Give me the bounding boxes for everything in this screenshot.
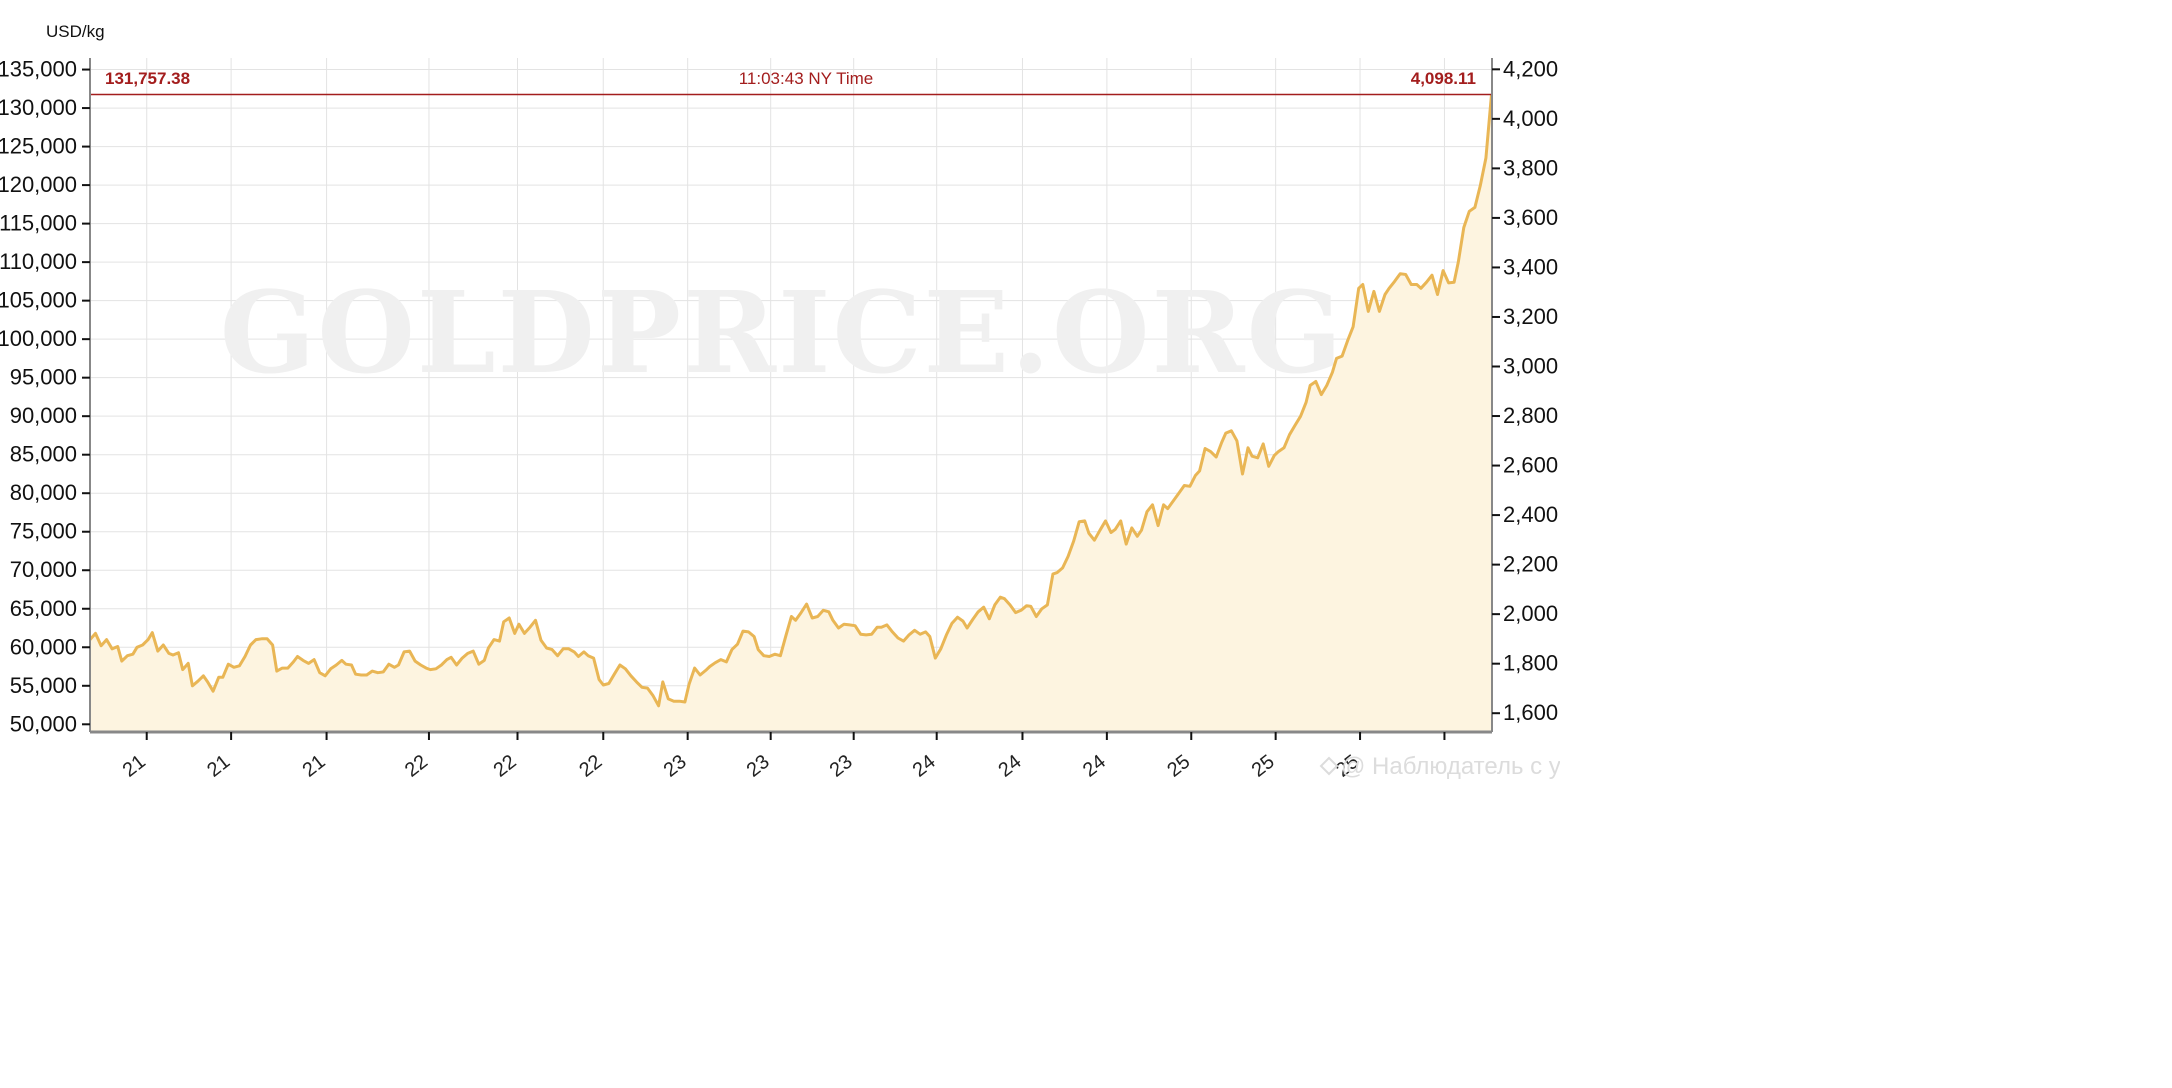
left-tick-label: 70,000 (10, 557, 77, 582)
left-tick-label: 135,000 (0, 57, 77, 82)
x-tick-label: 21 (203, 751, 234, 782)
left-tick-label: 50,000 (10, 711, 77, 736)
x-tick-label: 22 (575, 751, 606, 782)
current-price-left-label: 131,757.38 (105, 69, 190, 88)
right-axis-ticks: 1,600 1,800 2,000 2,200 2,400 2,600 2,800 3,000… (1492, 56, 1558, 725)
left-tick-label: 90,000 (10, 403, 77, 428)
right-tick-label: 3,200 (1503, 304, 1558, 329)
left-tick-label: 100,000 (0, 326, 77, 351)
x-tick-label: 24 (1079, 751, 1110, 782)
price-series-line (88, 94, 1493, 708)
price-area-fill (90, 94, 1492, 732)
x-tick-label: 22 (490, 751, 521, 782)
axes (89, 58, 1493, 734)
current-price-right-label: 4,098.11 (1411, 69, 1476, 88)
right-tick-label: 2,400 (1503, 502, 1558, 527)
x-tick-label: 22 (401, 751, 432, 782)
attribution-text: @ Наблюдатель с улыбко... (1341, 753, 1560, 780)
right-tick-label: 2,000 (1503, 601, 1558, 626)
left-tick-label: 95,000 (10, 365, 77, 390)
x-tick-label: 24 (909, 751, 940, 782)
right-tick-label: 2,800 (1503, 403, 1558, 428)
left-tick-label: 55,000 (10, 673, 77, 698)
left-tick-label: 105,000 (0, 288, 77, 313)
left-tick-label: 110,000 (0, 249, 77, 274)
grid-lines (90, 58, 1492, 732)
x-tick-label: 23 (743, 751, 774, 782)
x-tick-label: 25 (1248, 751, 1279, 782)
left-tick-label: 65,000 (10, 596, 77, 621)
left-tick-label: 60,000 (10, 634, 77, 659)
right-tick-label: 3,600 (1503, 205, 1558, 230)
left-tick-label: 115,000 (0, 211, 77, 236)
x-tick-label: 23 (826, 751, 857, 782)
x-axis-ticks: 21 21 21 22 22 22 23 23 23 24 24 24 25 25 25 (119, 732, 1446, 782)
current-time-label: 11:03:43 NY Time (739, 69, 874, 88)
x-tick-label: 23 (660, 751, 691, 782)
x-tick-label: 25 (1163, 751, 1194, 782)
right-tick-label: 4,200 (1503, 56, 1558, 81)
watermark: GOLDPRICE.ORG (220, 268, 1345, 399)
right-tick-label: 1,800 (1503, 651, 1558, 676)
right-tick-label: 2,600 (1503, 453, 1558, 478)
right-tick-label: 3,800 (1503, 155, 1558, 180)
left-axis-ticks: 50,000 55,000 60,000 65,000 70,000 75,000 80,0… (0, 57, 90, 736)
left-axis-unit-label: USD/kg (46, 22, 105, 41)
left-tick-label: 125,000 (0, 134, 77, 159)
x-tick-label: 24 (994, 751, 1025, 782)
right-tick-label: 3,400 (1503, 254, 1558, 279)
heart-icon (1319, 756, 1339, 776)
right-tick-label: 3,000 (1503, 353, 1558, 378)
left-tick-label: 80,000 (10, 480, 77, 505)
left-tick-label: 130,000 (0, 95, 77, 120)
left-tick-label: 75,000 (10, 519, 77, 544)
left-tick-label: 85,000 (10, 442, 77, 467)
left-tick-label: 120,000 (0, 172, 77, 197)
x-tick-label: 21 (299, 751, 330, 782)
gold-price-chart: GOLDPRICE.ORG 131,757.38 11:03:43 NY Tim… (0, 22, 1560, 782)
right-tick-label: 1,600 (1503, 700, 1558, 725)
right-tick-label: 4,000 (1503, 106, 1558, 131)
x-tick-label: 21 (119, 751, 150, 782)
right-tick-label: 2,200 (1503, 552, 1558, 577)
attribution-watermark: @ Наблюдатель с улыбко... (1319, 753, 1560, 780)
